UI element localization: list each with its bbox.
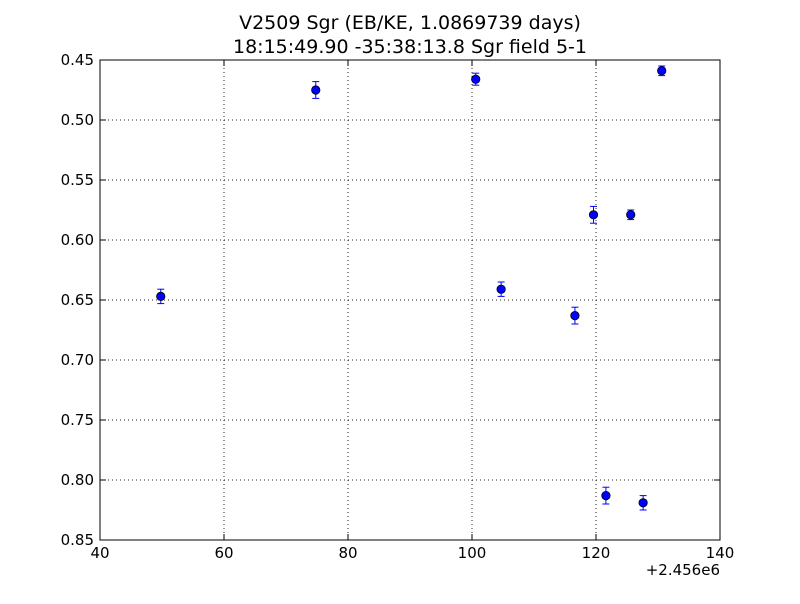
data-point-2 [471,72,481,86]
data-point-3 [496,281,506,297]
data-points [156,65,667,511]
point-marker [601,490,611,501]
data-point-4 [570,306,580,325]
data-point-6 [601,486,611,505]
data-point-0 [156,288,166,305]
point-marker [588,210,599,220]
point-marker [570,310,580,321]
data-point-7 [626,209,636,221]
x-tick-label: 80 [338,544,357,562]
data-point-1 [311,81,321,99]
y-tick-label: 0.55 [61,171,94,189]
y-tick-label: 0.50 [61,111,94,129]
x-tick-label: 140 [706,544,735,562]
point-marker [156,291,166,301]
x-tick-label: 40 [90,544,109,562]
x-axis-offset-label: +2.456e6 [646,561,720,579]
point-marker [626,210,636,220]
y-tick-label: 0.80 [61,471,94,489]
point-marker [496,284,506,294]
y-tick-label: 0.75 [61,411,94,429]
point-marker [471,74,481,84]
y-tick-label: 0.65 [61,291,94,309]
y-tick-label: 0.70 [61,351,94,369]
y-tick-label: 0.60 [61,231,94,249]
axis-ticks: 40 60 80 100 120 140 0.45 0.50 0.55 0.60 0.65 0.70 0… [61,51,735,562]
x-tick-label: 100 [458,544,487,562]
point-marker [638,498,648,508]
chart-subtitle: 18:15:49.90 -35:38:13.8 Sgr field 5-1 [233,36,587,58]
point-marker [657,66,667,76]
x-tick-label: 60 [214,544,233,562]
grid-lines [100,60,720,540]
data-point-8 [638,495,648,511]
data-point-5 [588,205,599,224]
x-tick-label: 120 [582,544,611,562]
point-marker [311,85,321,95]
y-tick-label: 0.45 [61,51,94,69]
chart-title: V2509 Sgr (EB/KE, 1.0869739 days) [239,12,581,34]
y-tick-label: 0.85 [61,531,94,549]
data-point-9 [657,65,667,77]
